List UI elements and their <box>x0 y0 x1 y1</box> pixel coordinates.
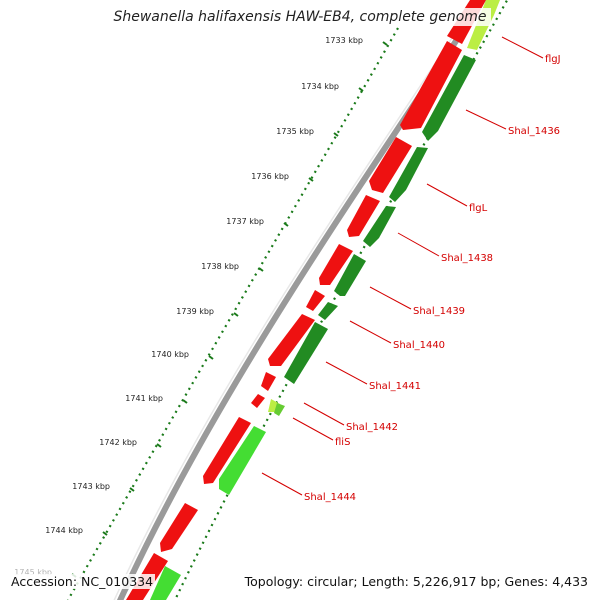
gene-reverse[interactable] <box>334 254 366 296</box>
gene-forward[interactable] <box>203 417 251 484</box>
gene-reverse[interactable] <box>284 322 328 384</box>
gene-reverse[interactable] <box>150 566 181 600</box>
kbp-tick-label: 1737 kbp <box>226 217 264 226</box>
gene-label[interactable]: flgJ <box>545 54 561 65</box>
gene-forward[interactable] <box>400 41 462 130</box>
forward-strand-genes <box>126 0 486 600</box>
gene-label[interactable]: Shal_1439 <box>413 306 465 317</box>
reverse-strand-genes <box>150 0 500 600</box>
gene-label[interactable]: fliS <box>335 437 350 448</box>
genome-summary: Topology: circular; Length: 5,226,917 bp… <box>242 574 590 589</box>
gene-label[interactable]: Shal_1444 <box>304 492 356 503</box>
kbp-tick-label: 1739 kbp <box>176 307 214 316</box>
gene-forward[interactable] <box>261 372 276 391</box>
gene-forward[interactable] <box>319 244 353 285</box>
gene-forward[interactable] <box>160 503 198 552</box>
kbp-tick-label: 1742 kbp <box>99 438 137 447</box>
gene-label[interactable]: flgL <box>469 203 488 214</box>
kbp-ticks: 1733 kbp 1734 kbp 1735 kbp 1736 kbp 1737 kbp… <box>14 36 388 578</box>
gene-label[interactable]: Shal_1441 <box>369 381 421 392</box>
kbp-tick-mark <box>308 177 314 182</box>
gene-label[interactable]: Shal_1436 <box>508 126 560 137</box>
label-leaders <box>261 36 544 496</box>
gene-label[interactable]: Shal_1442 <box>346 422 398 433</box>
accession-label: Accession: NC_010334 <box>9 574 156 589</box>
kbp-tick-label: 1740 kbp <box>151 350 189 359</box>
kbp-tick-label: 1736 kbp <box>251 172 289 181</box>
gene-reverse[interactable] <box>422 55 476 141</box>
outer-dotted-track <box>67 27 399 600</box>
kbp-tick-mark <box>156 443 162 448</box>
gene-reverse[interactable] <box>219 426 266 495</box>
gene-label[interactable]: Shal_1440 <box>393 340 445 351</box>
kbp-tick-label: 1741 kbp <box>125 394 163 403</box>
gene-forward[interactable] <box>347 195 380 237</box>
gene-reverse[interactable] <box>363 206 396 247</box>
gene-reverse[interactable] <box>389 147 428 202</box>
kbp-tick-label: 1738 kbp <box>201 262 239 271</box>
gene-forward[interactable] <box>251 394 265 408</box>
gene-label[interactable]: Shal_1438 <box>441 253 493 264</box>
gene-forward[interactable] <box>306 290 325 311</box>
gene-forward[interactable] <box>268 314 315 366</box>
kbp-tick-label: 1733 kbp <box>325 36 363 45</box>
kbp-tick-mark <box>182 399 188 404</box>
gene-labels: flgJ Shal_1436 flgL Shal_1438 Shal_1439 … <box>304 54 561 503</box>
kbp-tick-mark <box>258 267 264 272</box>
gene-reverse[interactable] <box>318 302 338 320</box>
kbp-tick-mark <box>233 312 239 317</box>
kbp-tick-mark <box>208 355 214 360</box>
kbp-tick-mark <box>102 531 108 536</box>
kbp-tick-mark <box>283 222 289 227</box>
kbp-tick-label: 1743 kbp <box>72 482 110 491</box>
kbp-tick-label: 1734 kbp <box>301 82 339 91</box>
kbp-tick-mark <box>129 487 135 492</box>
kbp-tick-label: 1735 kbp <box>276 127 314 136</box>
kbp-tick-mark <box>333 132 339 137</box>
gene-forward[interactable] <box>369 137 412 193</box>
kbp-tick-label: 1744 kbp <box>45 526 83 535</box>
kbp-tick-mark <box>358 87 364 92</box>
kbp-tick-label: 1745 kbp <box>14 568 52 577</box>
kbp-tick-mark <box>382 41 388 46</box>
gene-reverse[interactable] <box>274 403 285 416</box>
map-title: Shewanella halifaxensis HAW-EB4, complet… <box>0 8 600 26</box>
